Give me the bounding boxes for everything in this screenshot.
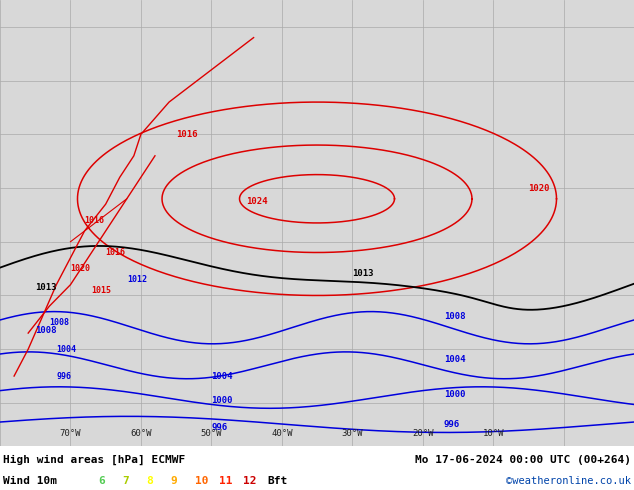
Text: Mo 17-06-2024 00:00 UTC (00+264): Mo 17-06-2024 00:00 UTC (00+264): [415, 455, 631, 465]
Text: 1000: 1000: [211, 396, 233, 405]
Text: 1004: 1004: [56, 344, 76, 354]
Text: 1012: 1012: [127, 275, 147, 284]
Text: 60°W: 60°W: [130, 429, 152, 438]
Text: 70°W: 70°W: [60, 429, 81, 438]
Text: 996: 996: [211, 422, 228, 432]
Text: 10°W: 10°W: [482, 429, 504, 438]
Text: 1016: 1016: [106, 248, 126, 257]
Text: 11: 11: [219, 476, 232, 486]
Text: 50°W: 50°W: [200, 429, 222, 438]
Text: 996: 996: [444, 420, 460, 429]
Text: High wind areas [hPa] ECMWF: High wind areas [hPa] ECMWF: [3, 455, 185, 465]
Text: 1000: 1000: [444, 391, 465, 399]
Text: 1016: 1016: [84, 216, 105, 225]
Text: 1024: 1024: [247, 197, 268, 206]
Text: 1020: 1020: [528, 184, 550, 193]
Text: 7: 7: [122, 476, 129, 486]
Text: 1020: 1020: [70, 264, 91, 273]
Text: 30°W: 30°W: [342, 429, 363, 438]
Text: 1015: 1015: [91, 286, 112, 294]
Text: Bft: Bft: [267, 476, 287, 486]
Text: ©weatheronline.co.uk: ©weatheronline.co.uk: [506, 476, 631, 486]
Text: 10: 10: [195, 476, 208, 486]
Text: 6: 6: [98, 476, 105, 486]
Text: 996: 996: [56, 371, 72, 381]
Text: 1004: 1004: [444, 355, 465, 365]
Text: 1008: 1008: [444, 313, 465, 321]
Text: 40°W: 40°W: [271, 429, 292, 438]
Text: 1008: 1008: [49, 318, 69, 327]
Text: 1013: 1013: [36, 283, 56, 292]
Text: 1016: 1016: [176, 130, 198, 139]
Text: 12: 12: [243, 476, 256, 486]
Text: 1013: 1013: [353, 270, 373, 278]
Text: 20°W: 20°W: [412, 429, 434, 438]
Text: 9: 9: [171, 476, 178, 486]
Text: 8: 8: [146, 476, 153, 486]
Text: 1008: 1008: [36, 326, 56, 335]
Text: 1004: 1004: [211, 371, 233, 381]
Text: Wind 10m: Wind 10m: [3, 476, 57, 486]
